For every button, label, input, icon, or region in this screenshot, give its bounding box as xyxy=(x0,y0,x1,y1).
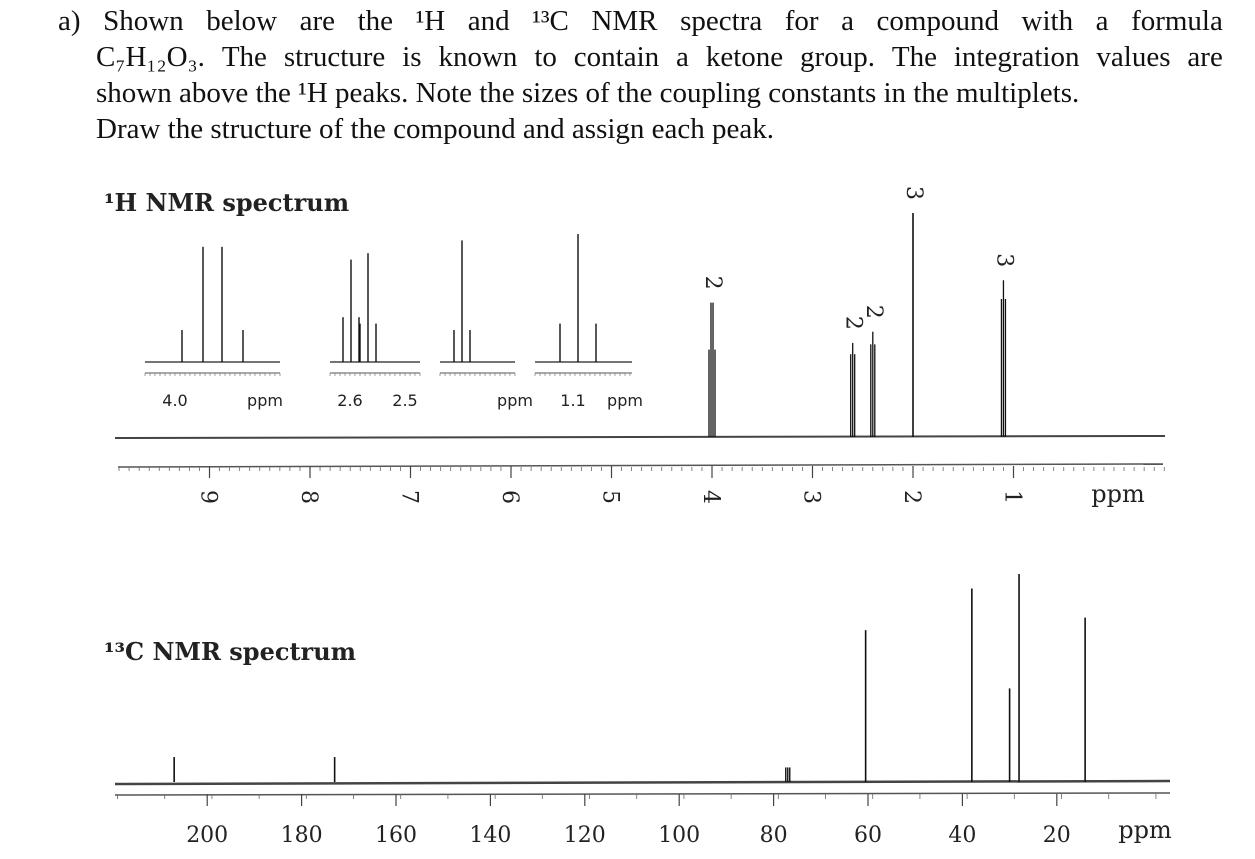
h-tick-label: 5 xyxy=(598,490,623,504)
question-word: ¹³C xyxy=(532,5,569,37)
h-tick-label: 9 xyxy=(196,490,221,504)
question-text: a) Shown below are the ¹H and ¹³C NMR spectra for a… xyxy=(58,3,1223,147)
molecular-formula: C₇H₁₂O₃. xyxy=(96,41,205,73)
question-word: Shown xyxy=(103,5,184,37)
c-tick-label: 200 xyxy=(186,823,228,848)
question-line-2: C₇H₁₂O₃. The structure is known to contain a ket… xyxy=(58,39,1223,75)
question-word: The xyxy=(891,41,937,73)
question-word: ¹H xyxy=(415,5,446,37)
question-word: a xyxy=(676,41,689,73)
h-integration-label: 2 xyxy=(700,276,725,290)
c-tick-label: 40 xyxy=(948,823,976,848)
question-word: below xyxy=(206,5,278,37)
h-inset-tick-label: ppm xyxy=(607,391,643,410)
c-nmr-title: ¹³C NMR spectrum xyxy=(104,637,357,666)
h-integration-label: 2 xyxy=(861,305,886,319)
question-word: are xyxy=(299,5,336,37)
h-tick-label: 7 xyxy=(397,490,422,504)
h-peak xyxy=(870,331,876,437)
c-x-axis xyxy=(114,792,1171,796)
question-word: compound xyxy=(876,5,999,37)
question-word: to xyxy=(534,41,557,73)
question-word: ketone xyxy=(705,41,784,73)
c-tick-label: 140 xyxy=(469,823,511,848)
question-line-1: a) Shown below are the ¹H and ¹³C NMR spectra for a… xyxy=(58,3,1223,39)
question-word: The xyxy=(221,41,267,73)
c-peak xyxy=(785,767,791,782)
question-word: group. xyxy=(800,41,875,73)
h-integration-label: 3 xyxy=(901,186,926,200)
question-word: are xyxy=(1187,41,1223,73)
question-word: for xyxy=(784,5,819,37)
question-word: formula xyxy=(1131,5,1223,37)
h-tick-label: 8 xyxy=(296,490,321,504)
h-peak xyxy=(1000,280,1007,437)
h-tick-label: 2 xyxy=(899,490,924,504)
question-word: spectra xyxy=(680,5,763,37)
c-tick-label: 20 xyxy=(1043,823,1071,848)
question-word: structure xyxy=(283,41,386,73)
h-nmr-title: ¹H NMR spectrum xyxy=(104,188,350,217)
c-tick-label: 80 xyxy=(760,823,788,848)
h-inset xyxy=(144,246,281,376)
h-tick-label: 6 xyxy=(497,490,522,504)
h-peak xyxy=(708,302,716,437)
h-tick-label: 4 xyxy=(698,490,723,504)
c-tick-label: 180 xyxy=(281,823,323,848)
question-word: the xyxy=(357,5,394,37)
h-inset-tick-label: 4.0 xyxy=(162,391,187,410)
c-tick-label: 60 xyxy=(854,823,882,848)
h-inset-tick-label: 2.6 xyxy=(337,391,362,410)
h-inset-tick-label: ppm xyxy=(497,391,533,410)
h-peak xyxy=(850,342,856,437)
question-line-4: Draw the structure of the compound and a… xyxy=(96,113,775,145)
question-word: integration xyxy=(953,41,1080,73)
h-inset-tick-label: ppm xyxy=(247,391,283,410)
h-inset xyxy=(329,253,421,376)
c-tick-label: 120 xyxy=(564,823,606,848)
question-line-3: shown above the ¹H peaks. Note the sizes… xyxy=(96,77,1080,109)
h-inset-tick-label: 1.1 xyxy=(560,391,585,410)
question-word: and xyxy=(467,5,510,37)
h-axis-unit: ppm xyxy=(1091,480,1145,508)
h-inset xyxy=(534,234,632,376)
c-axis-unit: ppm xyxy=(1118,816,1172,844)
question-label: a) xyxy=(58,5,81,37)
h-tick-label: 3 xyxy=(799,490,824,504)
h-integration-label: 3 xyxy=(991,253,1016,267)
question-word: is xyxy=(402,41,422,73)
question-word: a xyxy=(1095,5,1109,37)
c-tick-label: 160 xyxy=(375,823,417,848)
question-word: known xyxy=(438,41,518,73)
c-baseline xyxy=(114,779,1171,786)
h-tick-label: 1 xyxy=(1000,490,1025,504)
h-integration-label: 2 xyxy=(841,316,866,330)
question-word: values xyxy=(1096,41,1171,73)
c-tick-label: 100 xyxy=(658,823,700,848)
h-inset-tick-label: 2.5 xyxy=(392,391,417,410)
h-inset xyxy=(439,240,516,376)
question-word: contain xyxy=(573,41,660,73)
question-word: NMR xyxy=(591,5,658,37)
question-word: with xyxy=(1021,5,1074,37)
h-x-axis xyxy=(117,463,1164,468)
h-baseline xyxy=(114,435,1166,439)
question-word: a xyxy=(841,5,854,37)
